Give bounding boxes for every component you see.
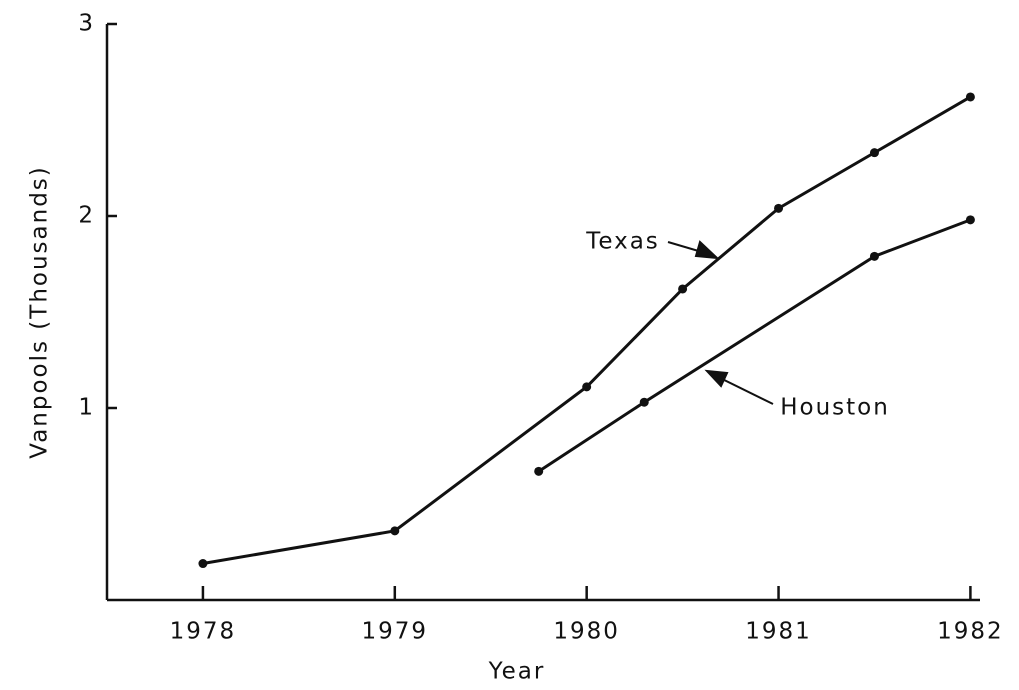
series-line bbox=[537, 218, 971, 473]
y-tick-label: 1 bbox=[78, 395, 95, 421]
y-axis-label: Vanpools (Thousands) bbox=[27, 165, 53, 459]
series-label: Texas bbox=[585, 229, 660, 255]
x-axis-label: Year bbox=[488, 659, 546, 685]
y-tick-label: 3 bbox=[78, 11, 95, 37]
data-point bbox=[198, 559, 208, 569]
x-tick-label: 1980 bbox=[553, 619, 620, 645]
data-point bbox=[869, 148, 879, 158]
data-point bbox=[534, 466, 544, 476]
data-point bbox=[639, 397, 649, 407]
y-tick-label: 2 bbox=[78, 203, 95, 229]
data-point bbox=[965, 215, 975, 225]
series-label: Houston bbox=[780, 395, 890, 421]
data-point bbox=[390, 526, 400, 536]
series-line bbox=[202, 95, 972, 565]
arrow-head bbox=[704, 369, 729, 388]
annotation-arrows bbox=[667, 240, 774, 405]
data-point bbox=[582, 382, 592, 392]
x-tick-label: 1979 bbox=[362, 619, 429, 645]
data-point bbox=[678, 284, 688, 294]
data-point bbox=[965, 92, 975, 102]
data-point bbox=[774, 203, 784, 213]
x-tick-label: 1982 bbox=[937, 619, 1004, 645]
x-tick-label: 1981 bbox=[745, 619, 812, 645]
x-tick-label: 1978 bbox=[170, 619, 237, 645]
arrow-head bbox=[694, 240, 720, 260]
data-point bbox=[869, 251, 879, 261]
